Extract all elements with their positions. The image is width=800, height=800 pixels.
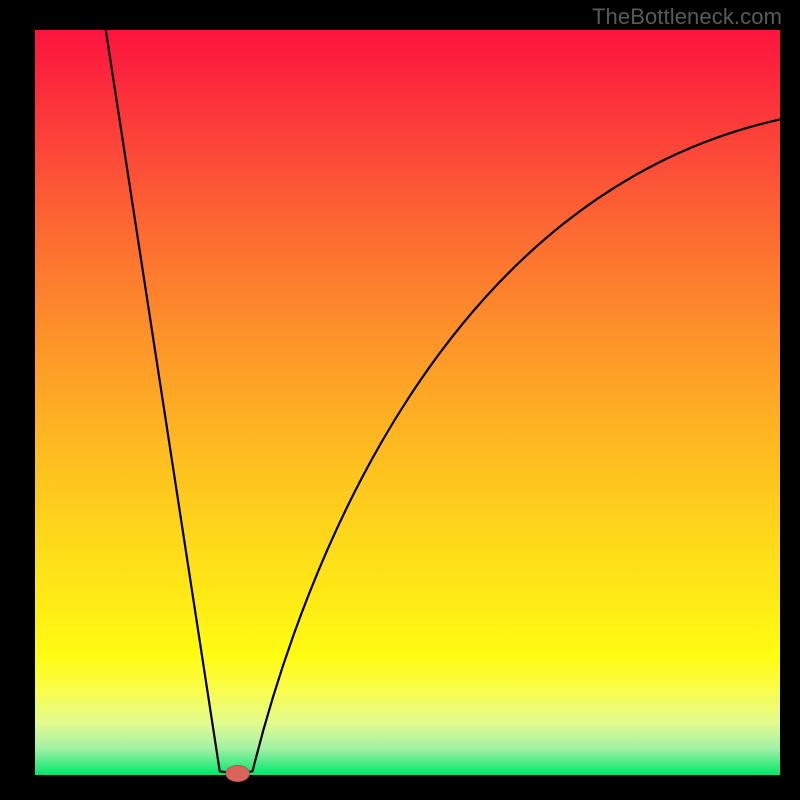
chart-svg — [0, 0, 800, 800]
chart-root: TheBottleneck.com — [0, 0, 800, 800]
plot-area — [35, 30, 780, 775]
watermark-text: TheBottleneck.com — [592, 4, 782, 30]
optimal-marker — [226, 765, 250, 781]
